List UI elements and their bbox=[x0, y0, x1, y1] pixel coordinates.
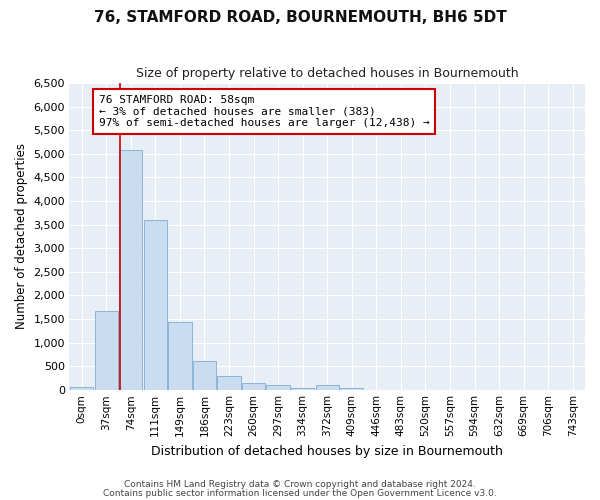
Text: 76 STAMFORD ROAD: 58sqm
← 3% of detached houses are smaller (383)
97% of semi-de: 76 STAMFORD ROAD: 58sqm ← 3% of detached… bbox=[99, 95, 430, 128]
Text: 76, STAMFORD ROAD, BOURNEMOUTH, BH6 5DT: 76, STAMFORD ROAD, BOURNEMOUTH, BH6 5DT bbox=[94, 10, 506, 25]
Bar bbox=[266, 385, 290, 390]
Text: Contains HM Land Registry data © Crown copyright and database right 2024.: Contains HM Land Registry data © Crown c… bbox=[124, 480, 476, 489]
Bar bbox=[119, 150, 142, 390]
Bar bbox=[70, 386, 93, 390]
Bar bbox=[193, 360, 216, 390]
Y-axis label: Number of detached properties: Number of detached properties bbox=[15, 144, 28, 330]
Bar bbox=[217, 376, 241, 390]
Bar bbox=[95, 311, 118, 390]
Title: Size of property relative to detached houses in Bournemouth: Size of property relative to detached ho… bbox=[136, 68, 518, 80]
Bar bbox=[316, 385, 339, 390]
Text: Contains public sector information licensed under the Open Government Licence v3: Contains public sector information licen… bbox=[103, 488, 497, 498]
Bar bbox=[168, 322, 191, 390]
Bar bbox=[242, 383, 265, 390]
Bar bbox=[291, 388, 314, 390]
X-axis label: Distribution of detached houses by size in Bournemouth: Distribution of detached houses by size … bbox=[151, 444, 503, 458]
Bar bbox=[143, 220, 167, 390]
Bar bbox=[340, 388, 364, 390]
